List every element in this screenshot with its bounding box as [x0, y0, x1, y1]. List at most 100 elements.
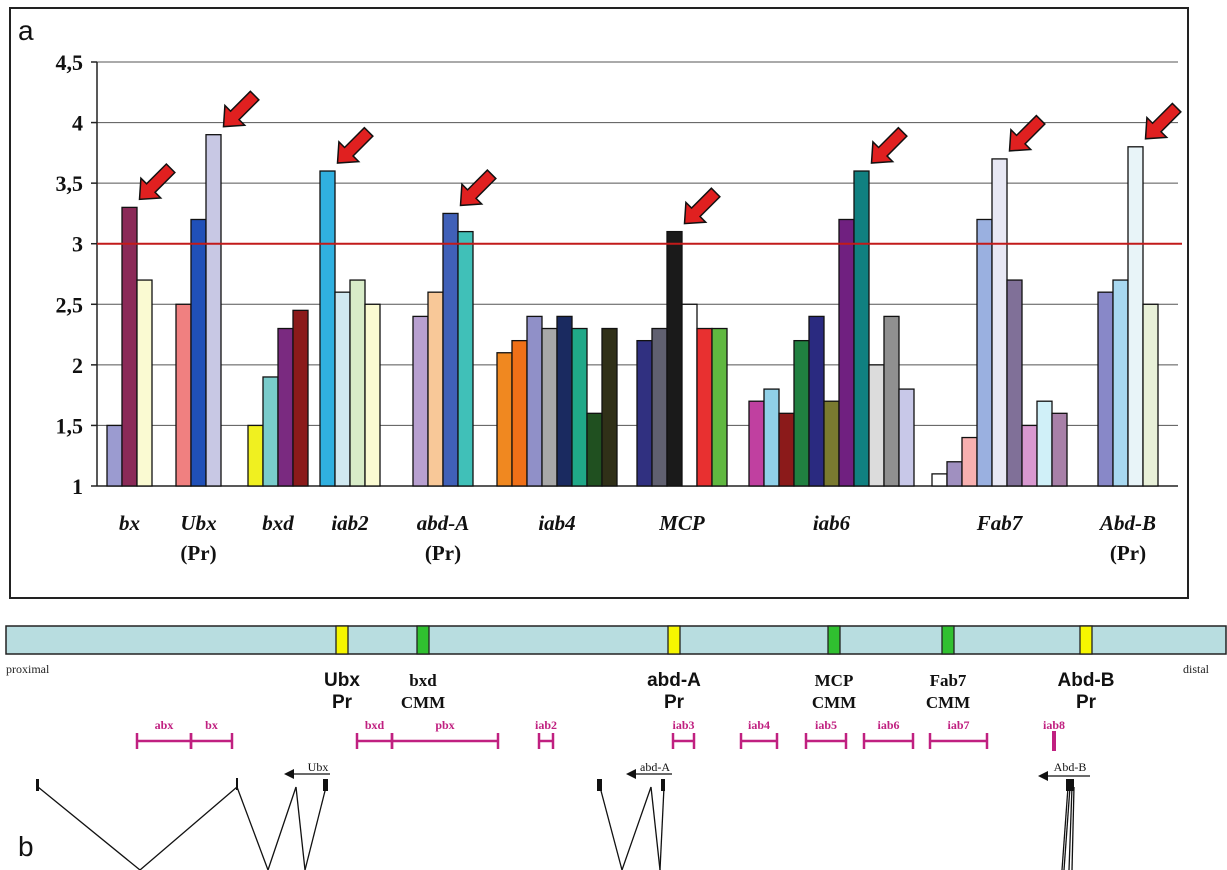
bar [883, 315, 900, 487]
proximal-label: proximal [6, 662, 50, 676]
arrow-icon [1144, 102, 1182, 140]
arrow-shape [222, 90, 260, 128]
gene-arrow-head [1038, 771, 1048, 781]
element-sublabel: CMM [401, 693, 445, 712]
bar [334, 291, 351, 487]
x-label: Abd-B [1098, 511, 1156, 535]
intron-line [1071, 786, 1075, 870]
arrow-icon [459, 169, 497, 207]
bar [1051, 412, 1068, 487]
bar [1097, 291, 1114, 487]
bar [763, 388, 780, 487]
bar [991, 158, 1008, 487]
y-tick-label: 1 [72, 474, 83, 499]
arrow-shape [683, 187, 721, 225]
element-marker [667, 625, 681, 655]
exon [661, 779, 665, 791]
bar [666, 230, 683, 487]
exon [323, 779, 328, 791]
y-tick-label: 1,5 [56, 413, 84, 438]
bar [511, 339, 528, 487]
bar [961, 436, 978, 487]
bar [262, 376, 279, 487]
element-marker [335, 625, 349, 655]
intron-line [37, 786, 141, 870]
panel-a: a 1 1,5 2 2,5 3 3,5 4 4,5 bx Ubx (Pr) bxd iab2 abd-A… [9, 7, 1189, 599]
y-tick-label: 3 [72, 232, 83, 257]
bar [651, 327, 668, 487]
bar [106, 424, 123, 487]
bar [442, 212, 459, 487]
x-label: bxd [262, 511, 294, 535]
bar [681, 303, 698, 487]
arrow-shape [138, 162, 176, 201]
bar [292, 309, 309, 487]
intron-line [621, 786, 652, 870]
bar [526, 315, 543, 487]
x-label: iab2 [331, 511, 369, 535]
exon [597, 779, 602, 791]
intron-line [659, 786, 665, 870]
bar [1021, 424, 1038, 487]
region-label: pbx [435, 718, 454, 732]
intron-line [295, 786, 306, 870]
gene-arrow-head [284, 769, 294, 779]
bar [496, 352, 513, 487]
arrow-icon [222, 90, 260, 128]
element-marker [1079, 625, 1093, 655]
exon [236, 778, 238, 790]
intron-line [650, 786, 661, 870]
arrow-shape [459, 169, 497, 207]
arrow-icon [138, 162, 176, 201]
bar [1036, 400, 1053, 487]
bar [319, 170, 336, 487]
bar [175, 303, 192, 487]
gene-label: Abd-B [1054, 760, 1087, 774]
arrow-shape [1008, 114, 1046, 152]
bar [778, 412, 795, 487]
intron-line [304, 786, 327, 870]
gene-label: Ubx [308, 760, 329, 774]
x-axis-labels: bx Ubx (Pr) bxd iab2 abd-A (Pr) iab4 MCP iab6 Fab7… [119, 511, 1156, 565]
region-label: iab7 [947, 718, 969, 732]
arrow-shape [870, 126, 908, 164]
bar [556, 315, 573, 487]
panel-a-label: a [18, 15, 34, 46]
x-label: bx [119, 511, 140, 535]
region-label: iab2 [535, 718, 557, 732]
element-label: Abd-B [1058, 670, 1115, 691]
region-label: iab8 [1043, 718, 1065, 732]
arrow-icon [336, 126, 374, 164]
bar [931, 473, 948, 487]
x-label: iab6 [813, 511, 851, 535]
bar [121, 206, 138, 487]
element-label: MCP [815, 671, 854, 690]
region-label: bxd [365, 718, 385, 732]
regulatory-regions: abx bx bxd pbx iab2 iab3 iab4 iab5 iab6 iab7 iab8 [135, 718, 1065, 751]
gene-arrow-head [626, 769, 636, 779]
bar [277, 327, 294, 487]
intron-line [267, 786, 297, 870]
element-label: abd-A [647, 670, 701, 691]
bar [946, 461, 963, 487]
bar [541, 327, 558, 487]
bar [136, 279, 153, 487]
gene-label: abd-A [640, 760, 670, 774]
bar [427, 291, 444, 487]
element-sublabel: CMM [926, 693, 970, 712]
x-label: abd-A [417, 511, 470, 535]
bar [1112, 279, 1129, 487]
bar [711, 327, 728, 487]
bar [205, 134, 222, 487]
x-sublabel: (Pr) [180, 541, 216, 565]
region-label: abx [155, 718, 174, 732]
bar [748, 400, 765, 487]
arrow-icon [683, 187, 721, 225]
bar [853, 170, 870, 487]
exon [1066, 779, 1074, 791]
x-sublabel: (Pr) [425, 541, 461, 565]
chart-bars [106, 134, 1159, 487]
